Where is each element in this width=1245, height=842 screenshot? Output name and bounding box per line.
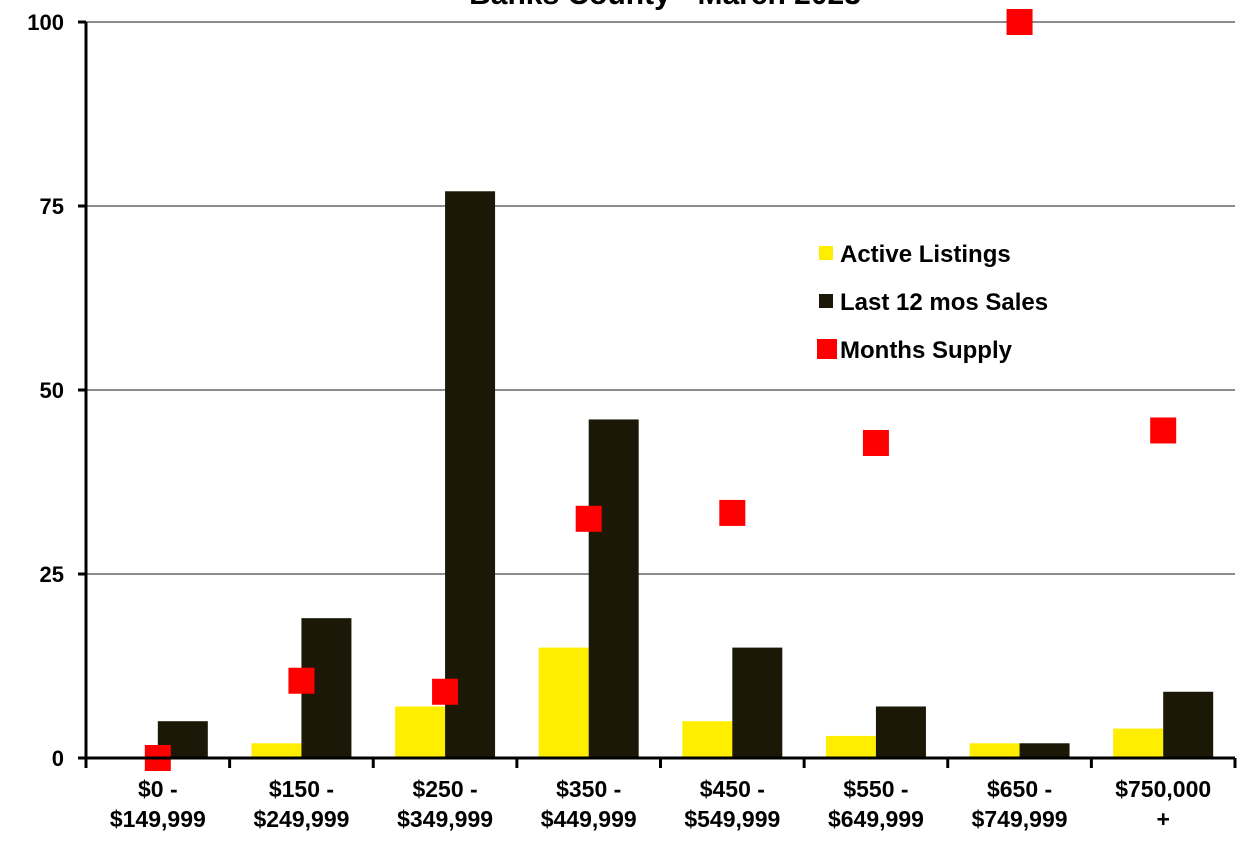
active-listings-bar bbox=[969, 743, 1020, 758]
sales-bar bbox=[445, 191, 496, 758]
y-tick-label: 50 bbox=[40, 378, 64, 403]
y-tick-label: 75 bbox=[40, 194, 64, 219]
sales-bar bbox=[1163, 691, 1214, 758]
x-category-label: $250 - bbox=[412, 776, 477, 802]
legend-label: Months Supply bbox=[840, 337, 1013, 364]
y-tick-labels: 0 25 50 75 100 bbox=[27, 10, 64, 771]
y-tick-label: 100 bbox=[27, 10, 64, 35]
x-category-label: $150 - bbox=[269, 776, 334, 802]
chart-title: Banks County - March 2023 bbox=[469, 0, 861, 11]
x-category-label: $149,999 bbox=[110, 806, 206, 832]
bars bbox=[157, 191, 1214, 758]
x-category-label: $749,999 bbox=[972, 806, 1068, 832]
x-category-label: $649,999 bbox=[828, 806, 924, 832]
x-category-label: $450 - bbox=[700, 776, 765, 802]
sales-bar bbox=[1019, 743, 1070, 758]
months-supply-point bbox=[862, 429, 889, 456]
sales-bar bbox=[875, 706, 926, 758]
legend-swatch bbox=[819, 246, 833, 260]
legend-label: Active Listings bbox=[840, 241, 1011, 268]
sales-bar bbox=[732, 647, 783, 758]
x-category-label: $550 - bbox=[843, 776, 908, 802]
months-supply-point bbox=[288, 667, 315, 694]
months-supply-point bbox=[1006, 9, 1033, 35]
x-category-label: $449,999 bbox=[541, 806, 637, 832]
x-category-label: $350 - bbox=[556, 776, 621, 802]
legend: Active Listings Last 12 mos Sales Months S… bbox=[817, 241, 1048, 364]
months-supply-point bbox=[1150, 417, 1177, 444]
months-supply-point bbox=[432, 678, 459, 705]
y-tick-label: 0 bbox=[52, 746, 64, 771]
x-category-label: $0 - bbox=[138, 776, 178, 802]
legend-swatch bbox=[817, 339, 837, 359]
x-category-label: $549,999 bbox=[684, 806, 780, 832]
active-listings-bar bbox=[538, 647, 589, 758]
months-supply-point bbox=[575, 505, 602, 532]
active-listings-bar bbox=[395, 706, 446, 758]
active-listings-bar bbox=[682, 721, 733, 758]
x-category-label: $650 - bbox=[987, 776, 1052, 802]
months-supply-point bbox=[719, 499, 746, 526]
gridlines bbox=[86, 21, 1235, 575]
x-category-label: $249,999 bbox=[253, 806, 349, 832]
x-category-labels: $0 - $149,999 $150 - $249,999 $250 - $349,999… bbox=[110, 776, 1211, 832]
x-category-label: $750,000 bbox=[1115, 776, 1211, 802]
legend-label: Last 12 mos Sales bbox=[840, 289, 1048, 316]
y-tick-label: 25 bbox=[40, 562, 64, 587]
axes bbox=[78, 20, 1237, 768]
active-listings-bar bbox=[825, 735, 876, 758]
legend-swatch bbox=[819, 294, 833, 308]
x-category-label: + bbox=[1156, 806, 1169, 832]
active-listings-bar bbox=[251, 743, 302, 758]
active-listings-bar bbox=[1113, 728, 1164, 758]
x-category-label: $349,999 bbox=[397, 806, 493, 832]
sales-bar bbox=[588, 419, 639, 758]
